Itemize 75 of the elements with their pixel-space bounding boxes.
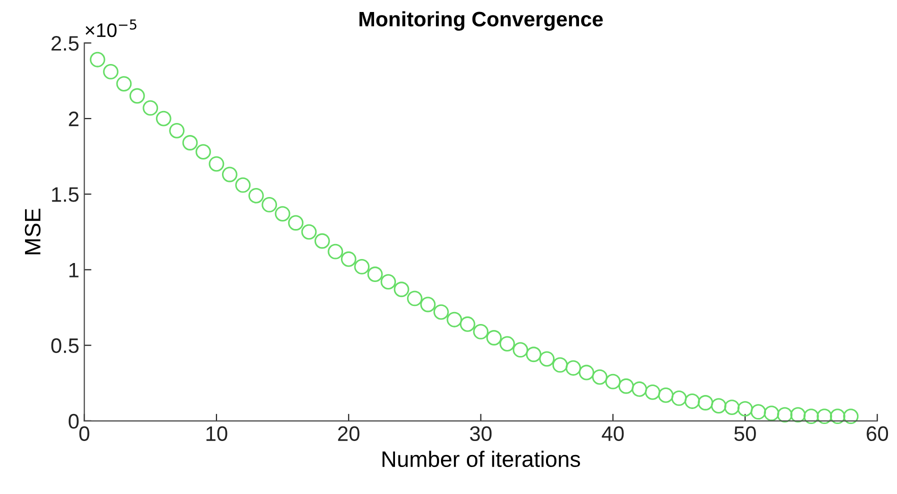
point (354, 258, 370, 274)
y-tick-label: 1.5 (52, 187, 79, 202)
point (433, 304, 449, 320)
point (500, 336, 515, 352)
point (407, 290, 422, 306)
point (671, 390, 687, 406)
y-tick-label: 1 (69, 262, 78, 278)
point (301, 224, 317, 240)
x-tick-label: 40 (602, 426, 624, 442)
point (512, 342, 528, 358)
point (380, 274, 396, 290)
text: ×10$^{−5}$ (86, 20, 136, 38)
point (274, 206, 290, 222)
point (103, 64, 118, 80)
point (605, 374, 621, 390)
point (644, 384, 660, 400)
point (526, 346, 542, 362)
point (394, 282, 410, 298)
x-tick-label: 20 (338, 426, 360, 442)
y-tick-label: 2 (68, 112, 78, 126)
point (592, 369, 608, 385)
point (566, 360, 582, 376)
point (658, 387, 674, 403)
y-tick-label: 0.5 (51, 338, 79, 354)
point (156, 110, 172, 126)
point (328, 244, 344, 260)
x-tick-label: 50 (734, 426, 756, 442)
x-tick-label: 10 (206, 426, 228, 442)
chart-title: Monitoring Convergence (360, 11, 603, 31)
point (830, 408, 846, 424)
point (248, 188, 264, 204)
y-tick-label: 2.5 (52, 36, 79, 51)
point (420, 296, 436, 312)
point (446, 312, 462, 328)
point (764, 406, 780, 422)
point (578, 364, 594, 380)
point (750, 404, 766, 420)
point (816, 408, 832, 424)
point (486, 330, 502, 346)
point (314, 233, 330, 249)
point (618, 378, 634, 394)
point (460, 316, 476, 332)
point (208, 156, 224, 172)
point (129, 88, 145, 104)
point (777, 407, 792, 423)
point (684, 394, 700, 409)
point (142, 100, 158, 116)
point (196, 144, 211, 160)
point (790, 407, 806, 423)
point (552, 357, 568, 373)
point (632, 381, 648, 397)
x-tick-label: 30 (470, 426, 492, 442)
point (262, 197, 278, 212)
point (710, 398, 726, 414)
point (116, 76, 132, 92)
point (235, 177, 251, 193)
point (367, 266, 383, 282)
y-axis-title: MSE (24, 208, 41, 254)
x-tick-label: 60 (866, 426, 888, 442)
point (843, 408, 859, 424)
point (90, 52, 106, 68)
point (737, 401, 753, 417)
x-tick-label: 0 (79, 426, 90, 442)
point (340, 251, 356, 267)
point (698, 395, 714, 410)
y-tick-label: 0 (68, 414, 79, 429)
point (473, 324, 488, 340)
point (169, 122, 185, 138)
point (803, 408, 819, 424)
point (539, 351, 555, 367)
x-axis-title: Number of iterations (382, 450, 580, 468)
point (182, 135, 198, 150)
point (724, 400, 740, 415)
point (222, 166, 238, 182)
point (288, 215, 304, 231)
